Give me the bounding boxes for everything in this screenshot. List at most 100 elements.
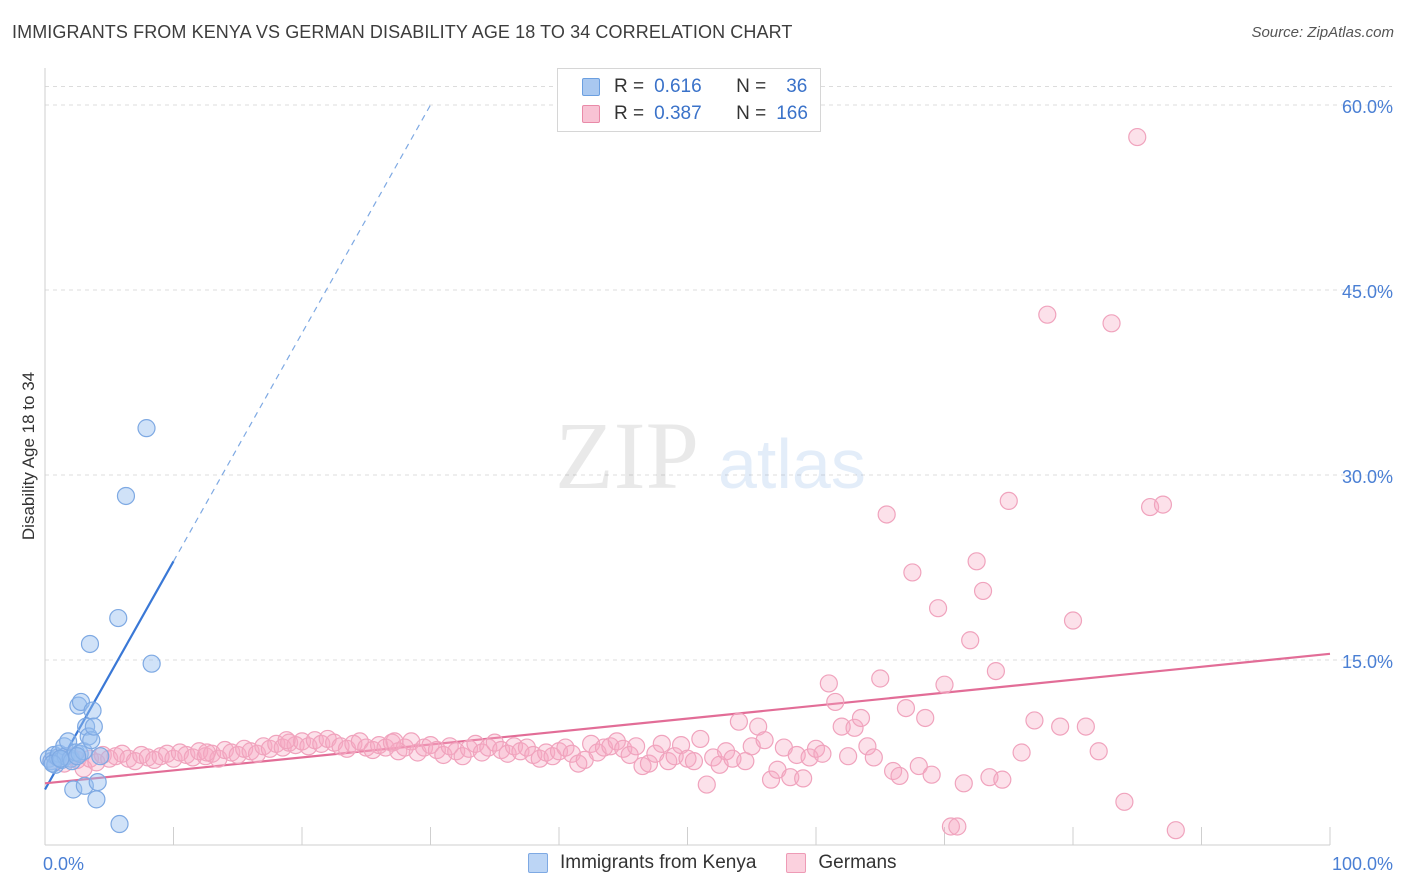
germans-point	[197, 743, 217, 762]
germans-point	[729, 712, 749, 731]
legend-r-label: R =	[614, 76, 645, 97]
gridlines	[45, 86, 1392, 661]
watermark: ZIP atlas	[555, 402, 866, 509]
kenya-point	[88, 772, 107, 792]
germans-point	[909, 756, 928, 776]
germans-point	[639, 754, 659, 773]
germans-point	[453, 747, 472, 766]
legend-n-label: N =	[736, 103, 767, 124]
germans-point	[890, 766, 909, 786]
germans-point	[385, 732, 404, 751]
axes	[44, 68, 1331, 846]
kenya-trendline-extension	[172, 104, 432, 562]
chart-title: IMMIGRANTS FROM KENYA VS GERMAN DISABILI…	[12, 22, 793, 42]
legend-swatch-kenya	[582, 78, 600, 96]
germans-point	[819, 674, 838, 693]
kenya-point	[62, 752, 82, 771]
kenya-point	[80, 634, 100, 654]
germans-point	[794, 769, 813, 788]
germans-point	[1153, 495, 1173, 514]
kenya-point	[64, 780, 83, 799]
germans-point	[839, 747, 858, 766]
y-tick-label: 45.0%	[1342, 282, 1393, 302]
germans-point	[903, 563, 922, 582]
kenya-points	[39, 419, 161, 834]
germans-point	[871, 669, 890, 688]
watermark-zip: ZIP	[555, 402, 699, 509]
germans-point	[697, 775, 716, 794]
watermark-atlas: atlas	[718, 425, 866, 503]
y-tick-label: 60.0%	[1342, 97, 1393, 117]
y-axis-label: Disability Age 18 to 34	[19, 372, 38, 540]
y-tick-label: 30.0%	[1342, 467, 1393, 487]
kenya-point	[68, 747, 87, 766]
germans-point	[858, 737, 877, 756]
germans-point	[813, 744, 832, 763]
legend-r-value: 0.387	[654, 103, 702, 124]
germans-point	[832, 717, 851, 736]
legend-r-value: 0.616	[654, 76, 702, 97]
legend-item-germans[interactable]: Germans	[786, 852, 897, 874]
x-tick-label-min: 0.0%	[43, 854, 84, 874]
germans-point	[1128, 127, 1147, 147]
germans-point	[1051, 717, 1070, 736]
legend-r-label: R =	[614, 103, 645, 124]
germans-point	[954, 774, 973, 793]
kenya-point	[51, 749, 70, 768]
germans-point	[993, 770, 1012, 789]
germans-point	[517, 738, 536, 757]
kenya-point	[142, 654, 161, 673]
kenya-point	[110, 814, 129, 834]
germans-point	[781, 768, 800, 787]
germans-point	[935, 675, 954, 694]
legend-label-germans: Germans	[818, 852, 897, 873]
x-tick-label-max: 100.0%	[1332, 854, 1393, 874]
germans-point	[691, 729, 710, 749]
legend-row-germans: R = 0.387 N = 166	[582, 102, 808, 126]
germans-point	[626, 737, 646, 756]
legend-item-kenya[interactable]: Immigrants from Kenya	[528, 852, 756, 874]
germans-point	[761, 770, 781, 789]
germans-point	[485, 733, 504, 752]
germans-point	[961, 631, 980, 650]
germans-point	[1089, 742, 1108, 761]
legend-box: R = 0.616 N = 36 R = 0.387 N = 166	[557, 68, 821, 132]
germans-point	[277, 731, 296, 750]
germans-point	[851, 708, 871, 728]
germans-point	[999, 491, 1018, 510]
germans-point	[607, 732, 626, 751]
legend-n-label: N =	[736, 76, 767, 97]
kenya-point	[137, 419, 156, 438]
bottom-legend: Immigrants from Kenya Germans	[528, 852, 927, 874]
germans-point	[684, 752, 704, 771]
source-label: Source: ZipAtlas.com	[1251, 24, 1394, 41]
legend-swatch-germans	[582, 105, 600, 123]
kenya-point	[116, 486, 136, 506]
germans-point	[973, 581, 993, 601]
kenya-point	[91, 747, 110, 766]
germans-point	[928, 599, 948, 618]
germans-point	[864, 748, 883, 767]
germans-point	[652, 734, 671, 753]
germans-points	[42, 127, 1185, 840]
kenya-point	[82, 731, 101, 750]
legend-row-kenya: R = 0.616 N = 36	[582, 75, 807, 99]
germans-point	[845, 718, 864, 737]
germans-point	[967, 552, 986, 571]
legend-label-kenya: Immigrants from Kenya	[560, 852, 757, 873]
germans-point	[941, 817, 961, 836]
y-tick-label: 15.0%	[1342, 652, 1393, 672]
germans-point	[716, 742, 736, 761]
germans-point	[1102, 314, 1121, 333]
germans-point	[1076, 717, 1095, 736]
germans-point	[1115, 792, 1134, 811]
legend-n-value: 36	[786, 76, 808, 97]
germans-point	[986, 661, 1006, 681]
germans-point	[755, 731, 774, 750]
germans-point	[877, 505, 896, 524]
germans-point	[1063, 611, 1083, 630]
germans-point	[896, 698, 916, 718]
germans-point	[1012, 743, 1031, 762]
kenya-point	[109, 608, 128, 628]
